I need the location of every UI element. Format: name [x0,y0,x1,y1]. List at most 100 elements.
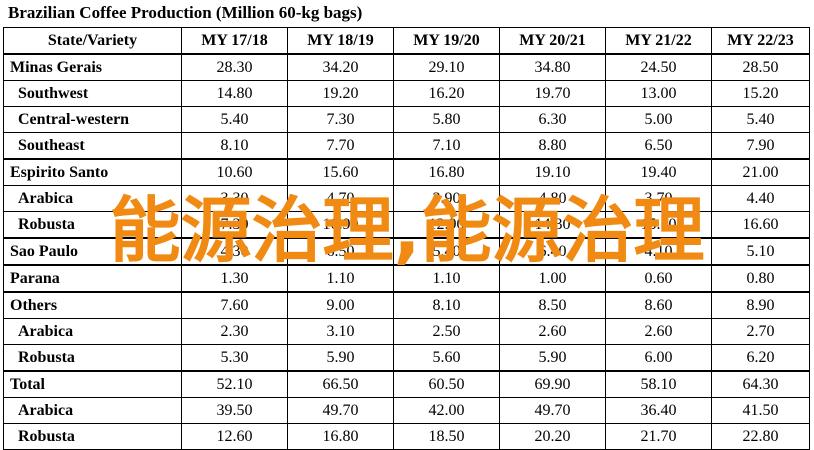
table-cell: 60.50 [393,370,500,398]
table-cell: 16.80 [393,158,500,186]
table-cell: 14.30 [499,211,606,239]
column-header-year: MY 21/22 [605,27,712,55]
table-cell: 6.00 [605,344,712,372]
table-cell: 7.90 [711,132,810,160]
table-cell: 3.70 [605,185,712,212]
table-cell: 6.40 [499,237,606,266]
row-label: Sao Paulo [3,237,182,266]
table-row: Total 52.10 66.50 60.50 69.90 58.10 64.3… [3,370,810,398]
row-label: Central-western [3,106,182,133]
table-cell: 4.40 [711,185,810,212]
table-cell: 6.20 [711,344,810,372]
table-cell: 5.90 [499,344,606,372]
table-row: Arabica 39.50 49.70 42.00 49.70 36.40 41… [3,397,810,424]
table-cell: 4.70 [287,185,394,212]
table-cell: 39.50 [181,397,288,424]
table-cell: 10.90 [287,211,394,239]
table-cell: 49.70 [287,397,394,424]
table-cell: 16.80 [287,423,394,450]
row-label: Parana [3,264,182,293]
table-cell: 22.80 [711,423,810,450]
row-label: Total [3,370,182,398]
table-cell: 6.50 [605,132,712,160]
table-cell: 10.60 [181,158,288,186]
table-cell: 12.60 [181,423,288,450]
table-cell: 4.30 [181,237,288,266]
table-cell: 14.80 [181,80,288,107]
column-header-year: MY 18/19 [287,27,394,55]
table-row: Arabica 2.30 3.10 2.50 2.60 2.60 2.70 [3,318,810,345]
row-label: Others [3,291,182,319]
table-cell: 5.90 [287,344,394,372]
column-header-state: State/Variety [3,27,182,55]
column-header-year: MY 17/18 [181,27,288,55]
table-cell: 1.30 [181,264,288,293]
table-cell: 6.50 [287,237,394,266]
table-cell: 21.70 [605,423,712,450]
table-cell: 52.10 [181,370,288,398]
table-cell: 1.10 [287,264,394,293]
table-row: Arabica 3.30 4.70 3.90 4.80 3.70 4.40 [3,185,810,212]
table-cell: 2.60 [499,318,606,345]
table-cell: 34.80 [499,53,606,81]
table-cell: 28.50 [711,53,810,81]
table-cell: 1.10 [393,264,500,293]
table-row: Southwest 14.80 19.20 16.20 19.70 13.00 … [3,80,810,107]
column-header-year: MY 20/21 [499,27,606,55]
table-cell: 13.00 [605,80,712,107]
table-cell: 19.40 [605,158,712,186]
table-cell: 29.10 [393,53,500,81]
table-cell: 15.60 [287,158,394,186]
table-cell: 19.10 [499,158,606,186]
table-cell: 69.90 [499,370,606,398]
table-cell: 5.10 [711,237,810,266]
table-row: Southeast 8.10 7.70 7.10 8.80 6.50 7.90 [3,132,810,160]
table-cell: 16.20 [393,80,500,107]
table-cell: 0.80 [711,264,810,293]
row-label: Southeast [3,132,182,160]
table-cell: 41.50 [711,397,810,424]
row-label: Arabica [3,185,182,212]
table-cell: 1.00 [499,264,606,293]
table-cell: 2.60 [605,318,712,345]
table-cell: 7.30 [287,106,394,133]
table-row: Minas Gerais 28.30 34.20 29.10 34.80 24.… [3,53,810,81]
row-label: Robusta [3,344,182,372]
table-cell: 8.10 [393,291,500,319]
table-cell: 5.40 [393,237,500,266]
table-cell: 0.60 [605,264,712,293]
table-cell: 21.00 [711,158,810,186]
table-row: Robusta 5.30 5.90 5.60 5.90 6.00 6.20 [3,344,810,372]
table-cell: 15.20 [711,80,810,107]
column-header-year: MY 22/23 [711,27,810,55]
table-cell: 18.50 [393,423,500,450]
table-row: Central-western 5.40 7.30 5.80 6.30 5.00… [3,106,810,133]
table-cell: 34.20 [287,53,394,81]
table-cell: 8.60 [605,291,712,319]
row-label: Arabica [3,318,182,345]
table-cell: 9.00 [287,291,394,319]
table-cell: 5.30 [181,344,288,372]
table-cell: 64.30 [711,370,810,398]
table-cell: 8.90 [711,291,810,319]
table-cell: 7.60 [181,291,288,319]
table-cell: 4.10 [605,237,712,266]
table-cell: 5.40 [181,106,288,133]
coffee-production-table: State/Variety MY 17/18 MY 18/19 MY 19/20… [3,27,810,450]
table-cell: 36.40 [605,397,712,424]
header-row: State/Variety MY 17/18 MY 18/19 MY 19/20… [3,27,810,55]
row-label: Southwest [3,80,182,107]
table-row: Robusta 7.30 10.90 12.90 14.30 15.70 16.… [3,211,810,239]
table-cell: 5.80 [393,106,500,133]
table-cell: 19.70 [499,80,606,107]
table-cell: 19.20 [287,80,394,107]
table-title: Brazilian Coffee Production (Million 60-… [8,3,363,22]
table-cell: 49.70 [499,397,606,424]
table-cell: 4.80 [499,185,606,212]
column-header-year: MY 19/20 [393,27,500,55]
table-cell: 12.90 [393,211,500,239]
row-label: Arabica [3,397,182,424]
table-row: Others 7.60 9.00 8.10 8.50 8.60 8.90 [3,291,810,319]
row-label: Robusta [3,211,182,239]
table-cell: 2.30 [181,318,288,345]
